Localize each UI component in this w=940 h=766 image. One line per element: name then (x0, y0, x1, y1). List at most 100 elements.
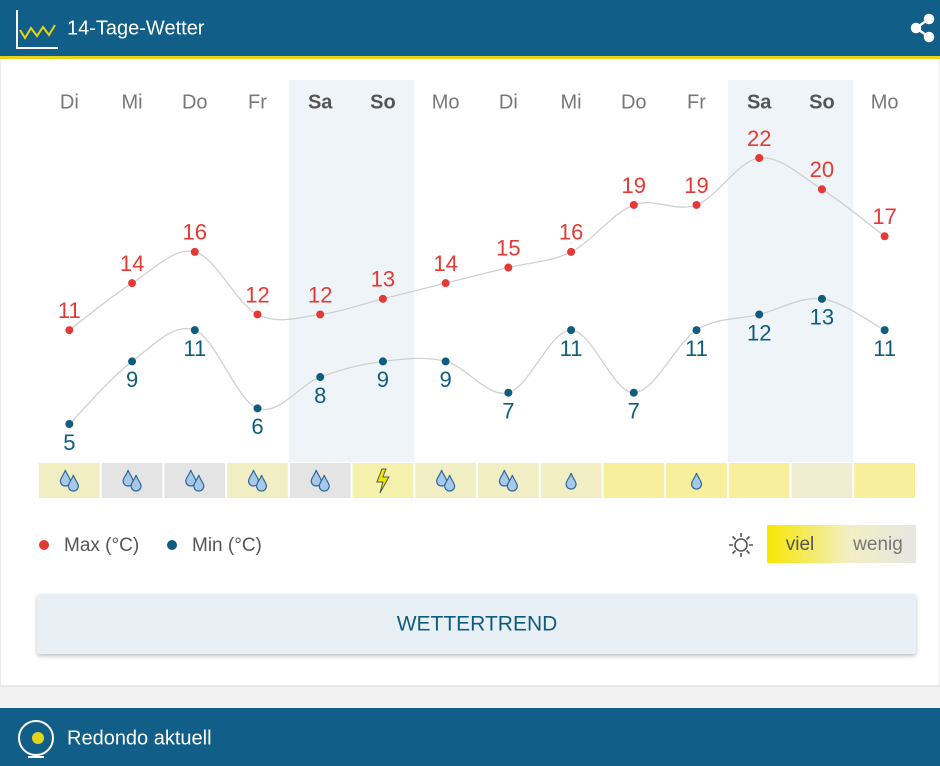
raindrop (122, 469, 134, 487)
data-label: 7 (502, 399, 514, 424)
rain-icon (565, 472, 577, 490)
data-point (567, 326, 576, 335)
rain-icon (122, 469, 142, 492)
sun-scale (767, 525, 916, 563)
data-point (504, 263, 513, 272)
data-label: 15 (496, 235, 520, 260)
footer-title: Redondo aktuell (67, 727, 212, 749)
raindrop (565, 472, 577, 490)
data-point (755, 154, 764, 162)
weekend-shade (351, 80, 415, 462)
data-point (880, 232, 889, 241)
weather-cell (603, 463, 665, 498)
data-point (692, 200, 701, 209)
data-point (880, 326, 889, 335)
raindrop (318, 474, 330, 492)
legend: Max (°C) Min (°C) (39, 535, 262, 556)
rain-icon (59, 469, 79, 492)
raindrop (436, 469, 448, 487)
legend-label: Max (°C) (64, 535, 139, 556)
weather-cell (854, 463, 915, 498)
data-point (128, 279, 137, 288)
data-label: 19 (622, 173, 646, 198)
data-label: 14 (120, 251, 144, 276)
day-label: Mo (871, 91, 899, 113)
data-label: 22 (747, 126, 771, 151)
trend-button[interactable]: WETTERTREND (37, 594, 916, 654)
day-label: Do (621, 91, 647, 113)
raindrop (247, 469, 260, 487)
data-point (817, 185, 826, 194)
header-title: 14-Tage-Wetter (67, 17, 205, 39)
day-label: Sa (747, 91, 772, 113)
rain-icon (690, 472, 703, 490)
data-label: 20 (810, 157, 834, 182)
day-label: Mi (122, 91, 143, 113)
data-label: 13 (810, 305, 834, 330)
raindrop (59, 469, 71, 487)
data-label: 12 (245, 282, 269, 307)
sun-low-label: wenig (852, 534, 903, 555)
sun-icon (729, 533, 753, 557)
day-label: So (370, 91, 396, 113)
data-label: 11 (58, 298, 81, 323)
button-label[interactable]: WETTERTREND (397, 613, 558, 636)
data-point (316, 373, 325, 382)
series-line (68, 157, 886, 331)
day-label: Di (60, 91, 79, 113)
data-label: 11 (560, 336, 583, 361)
data-label: 11 (183, 336, 206, 361)
raindrop (690, 472, 703, 490)
data-point (441, 357, 450, 366)
footer-bar[interactable] (0, 708, 940, 766)
raindrop (444, 474, 456, 492)
data-point (190, 247, 199, 256)
day-label: Do (182, 91, 208, 113)
rain-icon (436, 469, 456, 492)
data-label: 13 (371, 267, 395, 292)
data-point (441, 279, 450, 288)
data-label: 6 (251, 414, 263, 439)
legend-marker (39, 540, 49, 550)
data-label: 7 (628, 399, 640, 424)
sun-high-label: viel (786, 534, 815, 555)
data-label: 12 (308, 282, 332, 307)
data-point (253, 310, 262, 319)
share-icon[interactable] (910, 13, 935, 43)
data-label: 11 (685, 336, 708, 361)
data-label: 16 (559, 220, 583, 245)
data-label: 11 (873, 336, 896, 361)
data-label: 12 (747, 320, 771, 345)
day-label: Fr (248, 91, 267, 113)
data-label: 9 (377, 367, 389, 392)
webcam-icon (18, 720, 54, 758)
series-line (68, 297, 885, 425)
data-label: 14 (433, 251, 457, 276)
day-label: Mo (432, 91, 460, 113)
raindrop (498, 469, 510, 487)
data-point (65, 420, 74, 428)
day-label: Di (499, 91, 518, 113)
data-point (65, 326, 74, 335)
data-label: 17 (872, 204, 896, 229)
header-accent (0, 56, 940, 59)
data-point (253, 404, 262, 413)
raindrop (310, 469, 322, 487)
data-point (817, 294, 826, 303)
raindrop (506, 474, 518, 492)
data-point (316, 310, 325, 319)
day-label: So (809, 91, 835, 113)
data-point (629, 200, 638, 209)
data-point (378, 357, 387, 366)
data-label: 8 (314, 383, 326, 408)
data-point (378, 294, 387, 303)
data-point (504, 388, 513, 397)
weekend-shade (288, 80, 352, 462)
rain-icon (498, 469, 518, 492)
header-bar (0, 0, 940, 56)
data-label: 9 (440, 367, 452, 392)
day-label: Fr (687, 91, 706, 113)
header-icon (16, 10, 58, 49)
